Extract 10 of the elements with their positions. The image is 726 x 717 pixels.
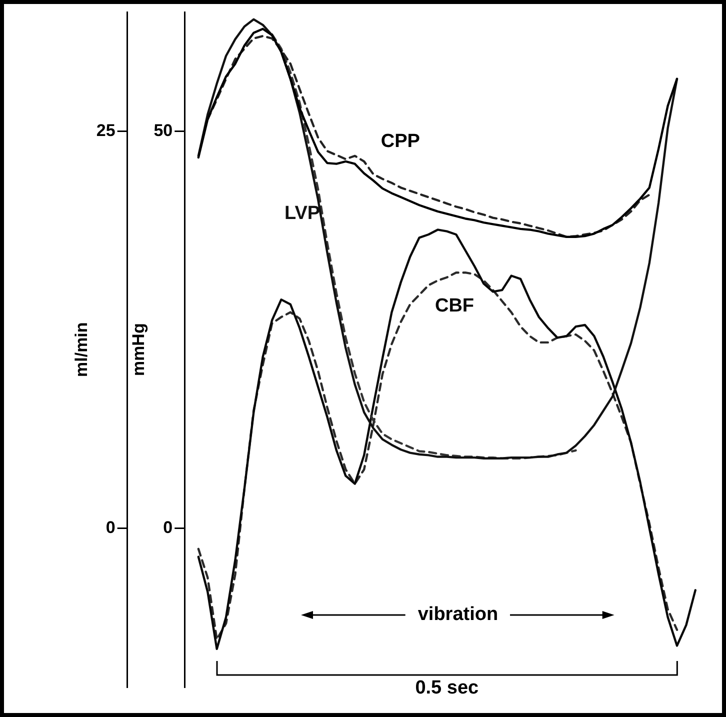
- y-tick-label: 25: [96, 120, 116, 140]
- annotation: 0.5 sec: [415, 678, 480, 699]
- annotation: vibration: [418, 604, 498, 626]
- series-label: LVP: [284, 202, 320, 224]
- series-label: CBF: [434, 296, 474, 317]
- y2-tick-label: 50: [154, 120, 173, 140]
- y2-axis-title: mmHg: [129, 323, 148, 376]
- y2-tick-label: 0: [163, 518, 173, 537]
- y-axis-title: ml/min: [72, 322, 91, 377]
- series-label: CPP: [380, 131, 420, 152]
